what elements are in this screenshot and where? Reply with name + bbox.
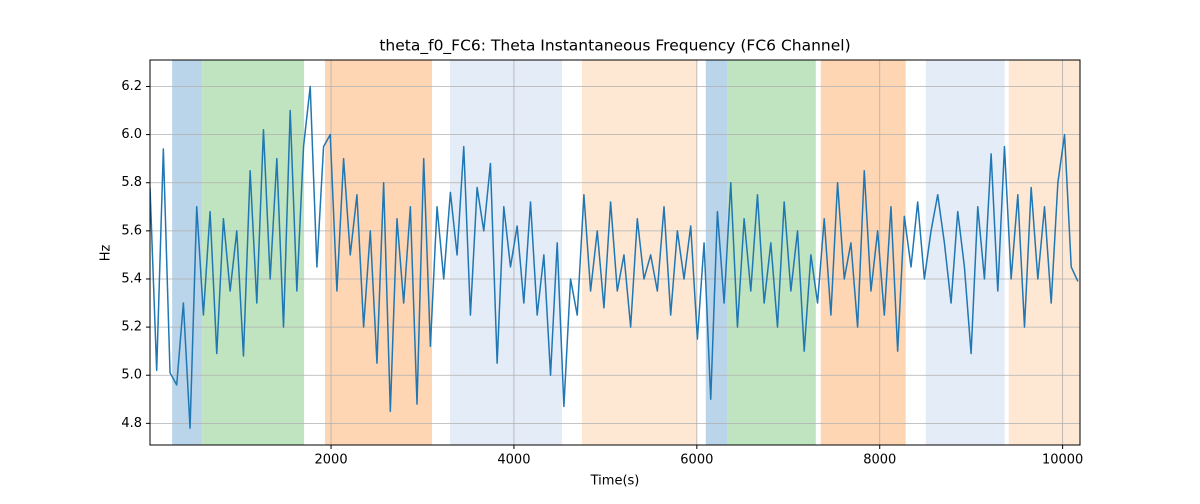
highlight-span: [450, 60, 562, 445]
plot-frame: [149, 59, 1081, 446]
x-tick-label: 10000: [1042, 453, 1083, 468]
y-axis-label: Hz: [99, 245, 114, 262]
x-tick-label: 4000: [497, 453, 530, 468]
x-tick-label: 8000: [863, 453, 896, 468]
y-tick-label: 4.8: [121, 416, 142, 431]
data-line: [150, 85, 1079, 429]
y-tick-label: 5.8: [121, 175, 142, 190]
highlight-span: [325, 60, 433, 445]
y-tick-label: 5.0: [121, 368, 142, 383]
y-tick-label: 5.2: [121, 320, 142, 335]
y-tick-label: 5.6: [121, 223, 142, 238]
highlight-span: [925, 60, 1005, 445]
highlight-span: [820, 60, 906, 445]
y-tick-label: 6.0: [121, 127, 142, 142]
chart-title: theta_f0_FC6: Theta Instantaneous Freque…: [379, 37, 850, 56]
highlight-span: [1008, 60, 1080, 445]
y-tick-label: 6.2: [121, 79, 142, 94]
highlight-span: [581, 60, 697, 445]
highlight-span: [705, 60, 728, 445]
y-tick-label: 5.4: [121, 271, 142, 286]
x-axis-label: Time(s): [590, 474, 640, 489]
x-tick-label: 6000: [680, 453, 713, 468]
x-tick-label: 2000: [315, 453, 348, 468]
highlight-span: [202, 60, 305, 445]
